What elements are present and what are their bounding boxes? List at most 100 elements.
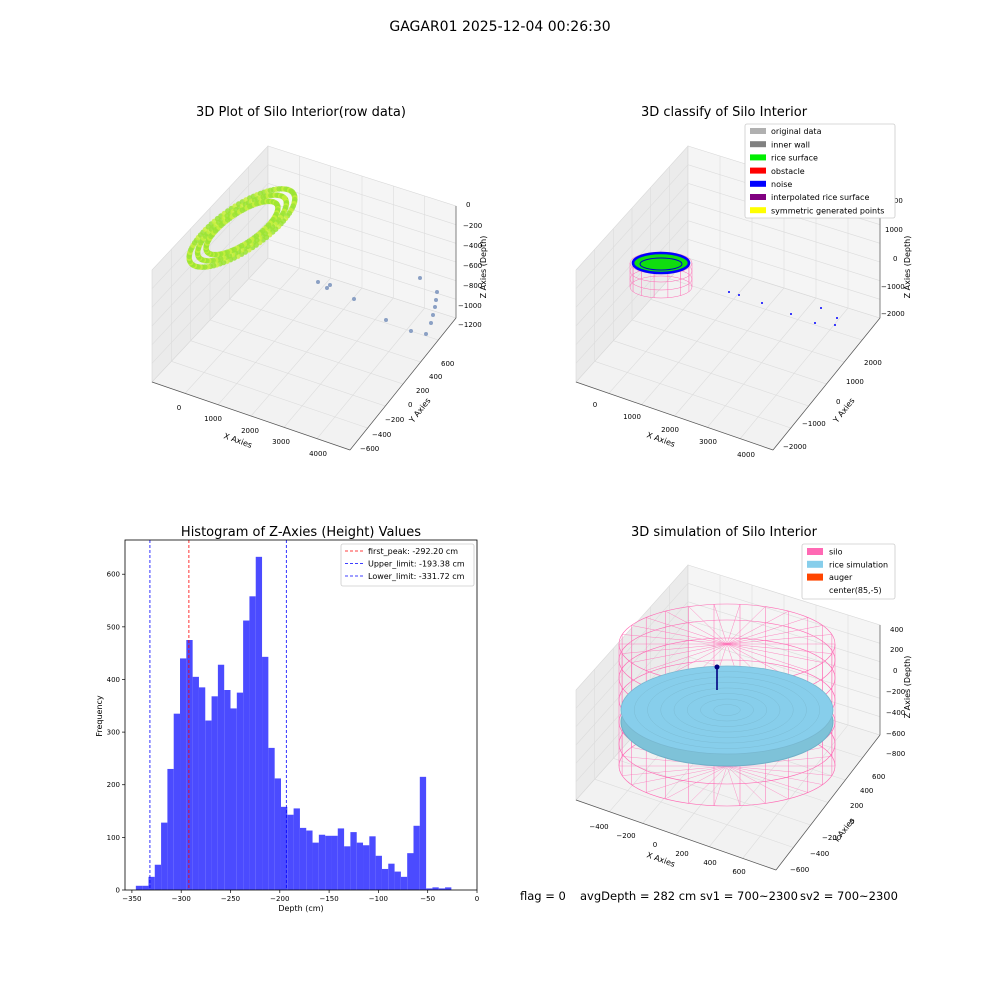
classify-legend-swatch	[750, 154, 766, 161]
histogram-y-tick: 500	[107, 623, 120, 631]
noise-point	[834, 324, 836, 326]
histogram-bar	[186, 640, 193, 890]
classify-legend-label: interpolated rice surface	[771, 193, 869, 202]
classify-y-label: Y Axies	[831, 396, 857, 425]
classify-z-tick: 0	[893, 255, 897, 263]
silo-floor-spoke	[726, 765, 832, 776]
histogram-x-ticks: −350 −300 −250 −200 −150 −100 −50 0	[122, 890, 479, 903]
outlier-point	[325, 286, 329, 290]
silo-roof-spoke	[726, 643, 808, 671]
histogram-title: Histogram of Z-Axies (Height) Values	[181, 525, 421, 540]
noise-point	[820, 307, 822, 309]
silo-roof-spoke	[726, 625, 823, 645]
x-axis-line	[151, 381, 351, 451]
classify-y-tick: 2000	[864, 359, 882, 367]
histogram-bar	[350, 832, 357, 890]
simulation-x-ticks: −400 −200 0 200 400 600	[589, 823, 745, 876]
simulation-x-tick: −200	[616, 832, 635, 840]
y-axis-line	[349, 317, 457, 451]
silo-floor-spoke	[646, 765, 728, 793]
simulation-y-tick: 0	[850, 818, 854, 826]
silo-floor-spoke	[726, 765, 789, 800]
raw-y-ticks: −600 −400 −200 0 200 400 600	[360, 360, 454, 453]
histogram-bar	[262, 656, 269, 890]
histogram-y-tick: 600	[107, 571, 120, 579]
histogram-legend-frame	[340, 543, 475, 587]
cloud-point	[281, 195, 288, 201]
silo-floor-spoke	[688, 765, 728, 804]
noise-point	[761, 302, 763, 304]
simulation-y-tick: −200	[822, 834, 841, 842]
classify-legend-label: symmetric generated points	[771, 206, 884, 215]
histogram-bar	[400, 876, 408, 890]
histogram-x-label: Depth (cm)	[278, 904, 323, 913]
histogram-bar	[344, 846, 351, 890]
noise-point	[814, 322, 816, 324]
classify-x-tick: 2000	[661, 426, 679, 434]
silo-roof-spoke	[726, 643, 832, 654]
simulation-legend-swatch	[807, 548, 823, 555]
raw-z-tick: −1000	[458, 302, 482, 310]
classify-x-tick: 1000	[623, 413, 641, 421]
histogram-bar	[243, 620, 250, 890]
classify-legend-swatch	[750, 141, 766, 148]
raw-z-tick: −200	[463, 222, 482, 230]
classify-legend-swatch	[750, 167, 766, 174]
simulation-legend-swatch	[807, 560, 823, 568]
raw-y-tick: −200	[385, 416, 404, 424]
histogram-x-tick: −350	[122, 895, 141, 903]
simulation-x-tick: 600	[732, 868, 745, 876]
histogram-bar	[280, 806, 288, 890]
raw-y-tick: 600	[441, 360, 454, 368]
classify-y-tick: 1000	[846, 378, 864, 386]
rice-contour	[660, 682, 794, 738]
x-axis-line	[575, 799, 777, 871]
classify-legend-swatch	[750, 180, 766, 187]
classify-title: 3D classify of Silo Interior	[641, 105, 808, 120]
outlier-point	[316, 280, 320, 284]
outlier-point	[431, 313, 435, 317]
silo-roof-spoke	[726, 606, 766, 645]
silo-roof-spoke	[646, 617, 728, 645]
classify-legend-swatch	[750, 207, 766, 214]
simulation-z-tick: 200	[890, 646, 903, 654]
rice-contour	[713, 704, 741, 716]
status-sv1: sv1 = 700~2300	[700, 889, 798, 903]
noise-point	[728, 291, 730, 293]
histogram-y-tick: 400	[107, 676, 120, 684]
histogram-bar	[198, 687, 206, 890]
classify-legend-label: obstacle	[771, 167, 805, 176]
silo-roof-spoke	[631, 625, 728, 645]
classify-legend-label: inner wall	[771, 140, 810, 149]
rice-top	[620, 665, 834, 755]
simulation-x-label: X Axies	[645, 850, 676, 869]
silo-roof-spoke	[688, 606, 728, 645]
silo-roof-spoke	[713, 604, 728, 645]
histogram-bar	[249, 596, 256, 890]
histogram-legend-label: Upper_limit: -193.38 cm	[368, 560, 465, 569]
panel-histogram: Histogram of Z-Axies (Height) Values −35…	[95, 525, 479, 913]
raw-x-tick: 3000	[272, 438, 290, 446]
histogram-bar	[287, 814, 294, 890]
silo-floor-spoke	[622, 765, 728, 776]
raw-point-cloud	[186, 186, 298, 271]
histogram-legend-label: first_peak: -292.20 cm	[368, 547, 458, 556]
simulation-x-tick: 400	[703, 859, 716, 867]
outlier-point	[352, 297, 356, 301]
classify-x-tick: 0	[593, 401, 597, 409]
noise-point	[790, 313, 792, 315]
raw-outlier-points	[316, 276, 439, 336]
classify-legend-label: rice surface	[771, 154, 818, 163]
classify-z-tick: 1000	[885, 226, 903, 234]
histogram-bar	[356, 842, 364, 890]
histogram-bar	[161, 822, 168, 890]
raw-z-tick: −800	[463, 282, 482, 290]
histogram-bar	[394, 871, 401, 890]
status-flag: flag = 0	[520, 889, 566, 903]
simulation-y-tick: 400	[860, 787, 873, 795]
classify-y-tick: 0	[836, 398, 840, 406]
grid-line	[248, 278, 439, 341]
histogram-bar	[154, 864, 162, 890]
silo-floor-spoke	[726, 765, 808, 793]
histogram-legend: first_peak: -292.20 cm Upper_limit: -193.…	[340, 543, 475, 587]
